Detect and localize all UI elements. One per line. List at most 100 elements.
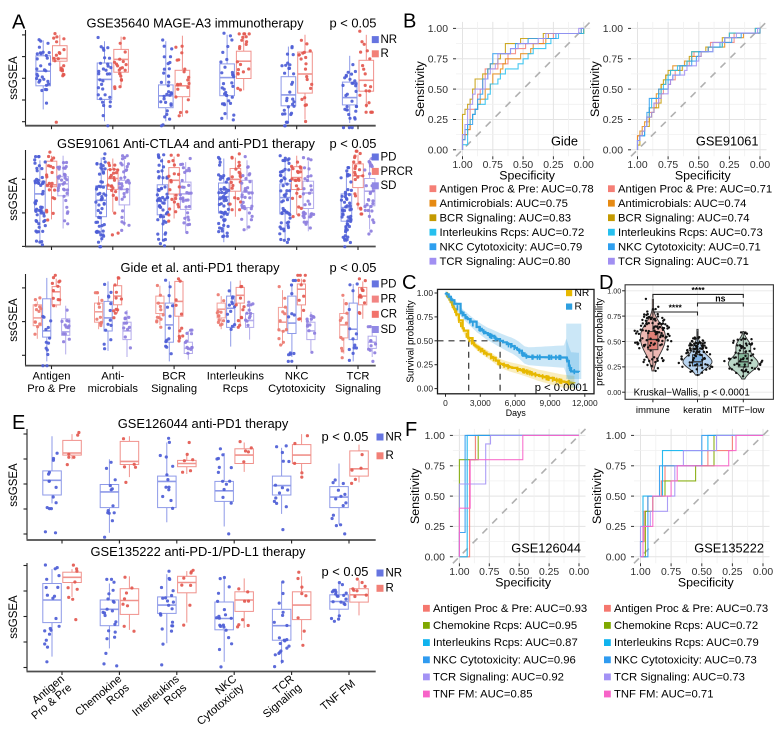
svg-text:Pro & Pre: Pro & Pre [27,383,76,395]
svg-text:microbials: microbials [88,383,139,395]
svg-text:1.00: 1.00 [627,160,647,171]
svg-text:ssGSEA: ssGSEA [8,463,20,507]
svg-text:Gide: Gide [551,134,578,149]
svg-text:TCR Signaling: AUC=0.71: TCR Signaling: AUC=0.71 [618,256,749,268]
svg-text:F: F [405,419,417,441]
svg-text:0.00: 0.00 [750,160,770,171]
svg-text:R: R [381,48,389,60]
svg-text:Survival probability: Survival probability [406,300,417,382]
svg-text:Days: Days [506,408,527,418]
svg-text:0: 0 [443,398,448,408]
svg-text:p < 0.05: p < 0.05 [322,429,369,444]
svg-text:9,000: 9,000 [540,398,561,408]
svg-text:Interleukins Rcps: AUC=0.73: Interleukins Rcps: AUC=0.73 [618,227,763,239]
svg-text:0.00: 0.00 [606,553,626,564]
svg-text:TCR Signaling: AUC=0.73: TCR Signaling: AUC=0.73 [614,672,745,684]
svg-text:TNF FM: TNF FM [319,678,358,714]
svg-text:0.75: 0.75 [428,55,448,66]
svg-text:0.00: 0.00 [574,160,594,171]
svg-text:****: **** [691,285,705,295]
svg-text:1.00: 1.00 [428,24,448,35]
svg-text:p < 0.05: p < 0.05 [322,564,369,579]
svg-text:Interleukins Rcps: AUC=0.72: Interleukins Rcps: AUC=0.72 [440,227,585,239]
svg-text:1.00: 1.00 [603,24,623,35]
svg-text:Specificity: Specificity [495,575,552,589]
svg-text:BCR Signaling: AUC=0.83: BCR Signaling: AUC=0.83 [440,213,572,225]
svg-text:0.75: 0.75 [483,160,503,171]
svg-text:0.75: 0.75 [479,567,499,578]
svg-text:PR: PR [381,294,397,306]
svg-text:0.00: 0.00 [603,146,623,157]
svg-text:1.00: 1.00 [452,160,472,171]
svg-text:Specificity: Specificity [675,168,732,182]
svg-text:Interleukins: Interleukins [207,371,265,383]
svg-text:NKC: NKC [285,371,309,383]
svg-text:NKC Cytotoxicity: AUC=0.79: NKC Cytotoxicity: AUC=0.79 [440,242,583,254]
svg-text:1.00: 1.00 [449,567,469,578]
svg-text:Chemokine Rcps: AUC=0.95: Chemokine Rcps: AUC=0.95 [433,620,577,632]
svg-text:ssGSEA: ssGSEA [8,298,20,342]
svg-text:GSE126044: GSE126044 [511,541,581,556]
svg-text:ChemokineRcps: ChemokineRcps [73,673,132,728]
svg-text:Gide et al. anti-PD1 therapy: Gide et al. anti-PD1 therapy [120,260,280,275]
svg-text:NR: NR [575,288,590,299]
svg-text:R: R [386,583,394,595]
svg-text:0.50: 0.50 [425,492,445,503]
svg-text:Antigen Proc & Pre: AUC=0.78: Antigen Proc & Pre: AUC=0.78 [440,184,594,196]
svg-text:BCR: BCR [162,371,186,383]
svg-text:C: C [402,272,416,294]
svg-text:ssGSEA: ssGSEA [8,595,20,639]
svg-text:NR: NR [381,34,398,46]
svg-text:Specificity: Specificity [678,575,735,589]
svg-text:GSE91061 Anti-CTLA4 and anti-P: GSE91061 Anti-CTLA4 and anti-PD1 therapy [57,136,316,151]
svg-text:0.50: 0.50 [428,85,448,96]
svg-text:ns: ns [715,294,725,304]
svg-text:0.50: 0.50 [606,492,626,503]
svg-text:AntigenPro & Pre: AntigenPro & Pre [22,673,74,722]
svg-text:keratin: keratin [683,405,712,416]
svg-text:1.00: 1.00 [425,431,445,442]
svg-text:Antimicrobials: AUC=0.74: Antimicrobials: AUC=0.74 [618,198,746,210]
svg-text:NR: NR [386,431,403,443]
svg-text:12,000: 12,000 [572,398,598,408]
svg-text:0.75: 0.75 [658,160,678,171]
svg-text:Antigen Proc & Pre: AUC=0.93: Antigen Proc & Pre: AUC=0.93 [433,603,587,615]
svg-text:0.00: 0.00 [753,567,773,578]
svg-text:p < 0.05: p < 0.05 [330,136,377,151]
svg-text:0.25: 0.25 [722,567,742,578]
svg-text:PD: PD [381,278,397,290]
svg-text:0.50: 0.50 [417,336,434,346]
svg-text:0.50: 0.50 [509,567,529,578]
svg-text:Kruskal−Wallis, p < 0.0001: Kruskal−Wallis, p < 0.0001 [634,387,750,398]
svg-text:TCR Signaling: AUC=0.92: TCR Signaling: AUC=0.92 [433,672,564,684]
svg-text:0.75: 0.75 [661,567,681,578]
svg-text:GSE91061: GSE91061 [696,134,759,149]
svg-text:0.25: 0.25 [539,567,559,578]
svg-text:SD: SD [381,180,397,192]
svg-text:1.00: 1.00 [417,288,434,298]
svg-text:predicted probability: predicted probability [595,298,606,386]
svg-text:0.75: 0.75 [606,461,626,472]
svg-text:0.25: 0.25 [606,522,626,533]
svg-text:0.00: 0.00 [569,567,589,578]
svg-text:NKC Cytotoxicity: AUC=0.71: NKC Cytotoxicity: AUC=0.71 [618,242,761,254]
svg-text:0.50: 0.50 [603,85,623,96]
svg-text:0.50: 0.50 [513,160,533,171]
svg-text:Antigen Proc & Pre: AUC=0.71: Antigen Proc & Pre: AUC=0.71 [618,184,772,196]
svg-text:Anti-: Anti- [101,371,124,383]
svg-text:0.25: 0.25 [719,160,739,171]
svg-text:Antigen Proc & Pre: AUC=0.73: Antigen Proc & Pre: AUC=0.73 [614,603,768,615]
svg-text:TNF FM: AUC=0.85: TNF FM: AUC=0.85 [433,689,533,701]
svg-text:GSE135222: GSE135222 [694,541,764,556]
svg-text:Interleukins Rcps: AUC=0.87: Interleukins Rcps: AUC=0.87 [433,637,578,649]
svg-text:Interleukins Rcps: AUC=0.79: Interleukins Rcps: AUC=0.79 [614,637,759,649]
svg-text:PRCR: PRCR [381,166,414,178]
svg-text:Sensitivity: Sensitivity [413,60,427,117]
svg-text:D: D [599,272,613,294]
svg-text:0.75: 0.75 [603,55,623,66]
svg-text:GSE126044 anti-PD1 therapy: GSE126044 anti-PD1 therapy [118,416,289,431]
svg-text:1.00: 1.00 [607,287,621,296]
svg-text:Antigen: Antigen [33,371,71,383]
svg-text:TCR Signaling: AUC=0.80: TCR Signaling: AUC=0.80 [440,256,571,268]
svg-text:0.25: 0.25 [417,360,434,370]
